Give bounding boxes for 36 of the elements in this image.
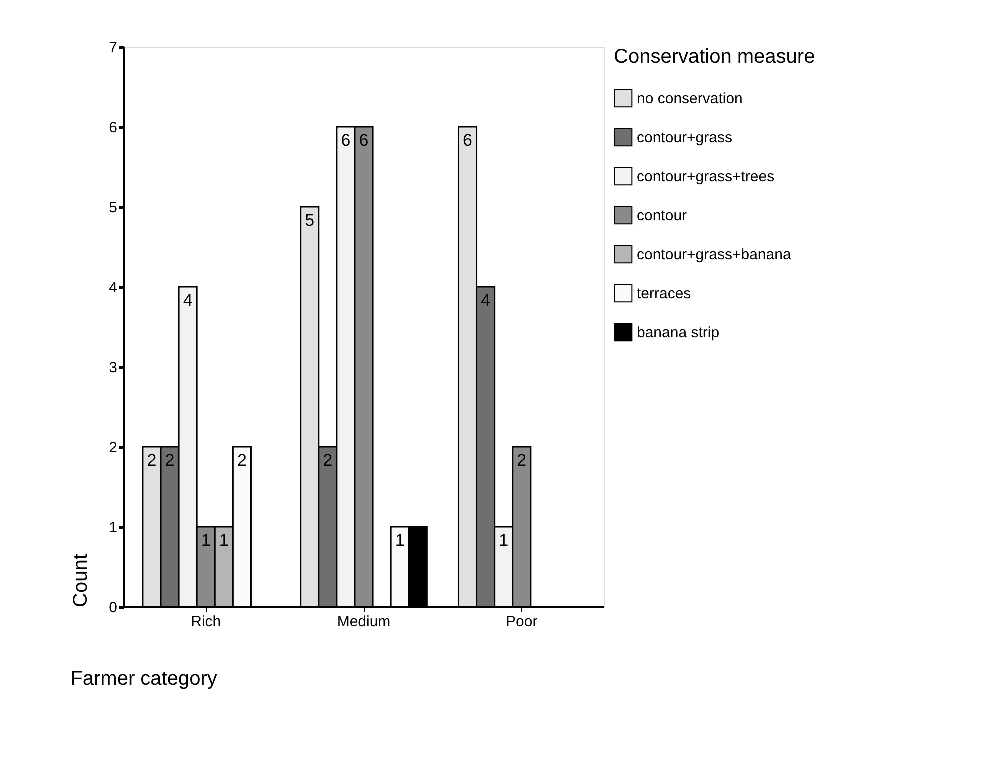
data-label: 2 [165, 451, 175, 470]
x-tick-label: Rich [191, 614, 222, 630]
data-label: 4 [183, 291, 193, 310]
y-tick-label: 6 [109, 120, 118, 136]
y-tick-label: 2 [109, 440, 118, 456]
data-label: 2 [237, 451, 247, 470]
legend-label: no conservation [637, 90, 743, 108]
y-tick-label: 7 [109, 40, 118, 56]
data-label: 1 [201, 531, 211, 550]
y-tick-label: 4 [109, 280, 118, 296]
data-label: 1 [395, 531, 405, 550]
y-tick-label: 5 [109, 200, 118, 216]
y-tick-label: 1 [109, 520, 118, 536]
data-label: 2 [147, 451, 157, 470]
legend-label: contour+grass [637, 130, 732, 146]
legend-label: banana strip [637, 324, 720, 342]
y-tick-label: 3 [109, 360, 118, 376]
y-tick-label: 0 [109, 600, 118, 616]
data-label: 6 [341, 131, 351, 150]
data-label: 2 [517, 451, 527, 470]
data-label: 6 [359, 131, 369, 150]
data-label: 1 [499, 531, 509, 550]
data-label: 1 [219, 531, 229, 550]
legend-label: terraces [637, 286, 692, 302]
legend-label: contour+grass+banana [637, 246, 792, 264]
legend-label: contour+grass+trees [637, 168, 775, 186]
data-label: 4 [481, 291, 491, 310]
y-axis-title: Count [70, 554, 92, 608]
x-tick-label: Poor [506, 614, 538, 630]
x-tick-label: Medium [337, 614, 391, 630]
legend-title: Conservation measure [614, 46, 816, 68]
data-label: 5 [305, 211, 315, 230]
data-label: 2 [323, 451, 333, 470]
legend-label: contour [637, 208, 688, 224]
data-label: 6 [463, 131, 472, 150]
x-axis-title: Farmer category [70, 668, 218, 690]
